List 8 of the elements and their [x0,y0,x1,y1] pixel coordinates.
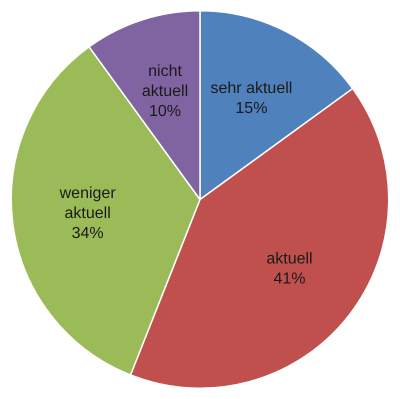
slice-label: nicht aktuell [142,63,188,100]
data-label: 41% [273,270,306,288]
data-label: 34% [72,225,104,242]
slice-label: sehr aktuell [210,80,292,97]
slice-label: weniger aktuell [58,185,116,222]
data-label: 10% [148,103,182,120]
data-label: 15% [235,100,268,117]
slice-label: aktuell [266,250,313,268]
